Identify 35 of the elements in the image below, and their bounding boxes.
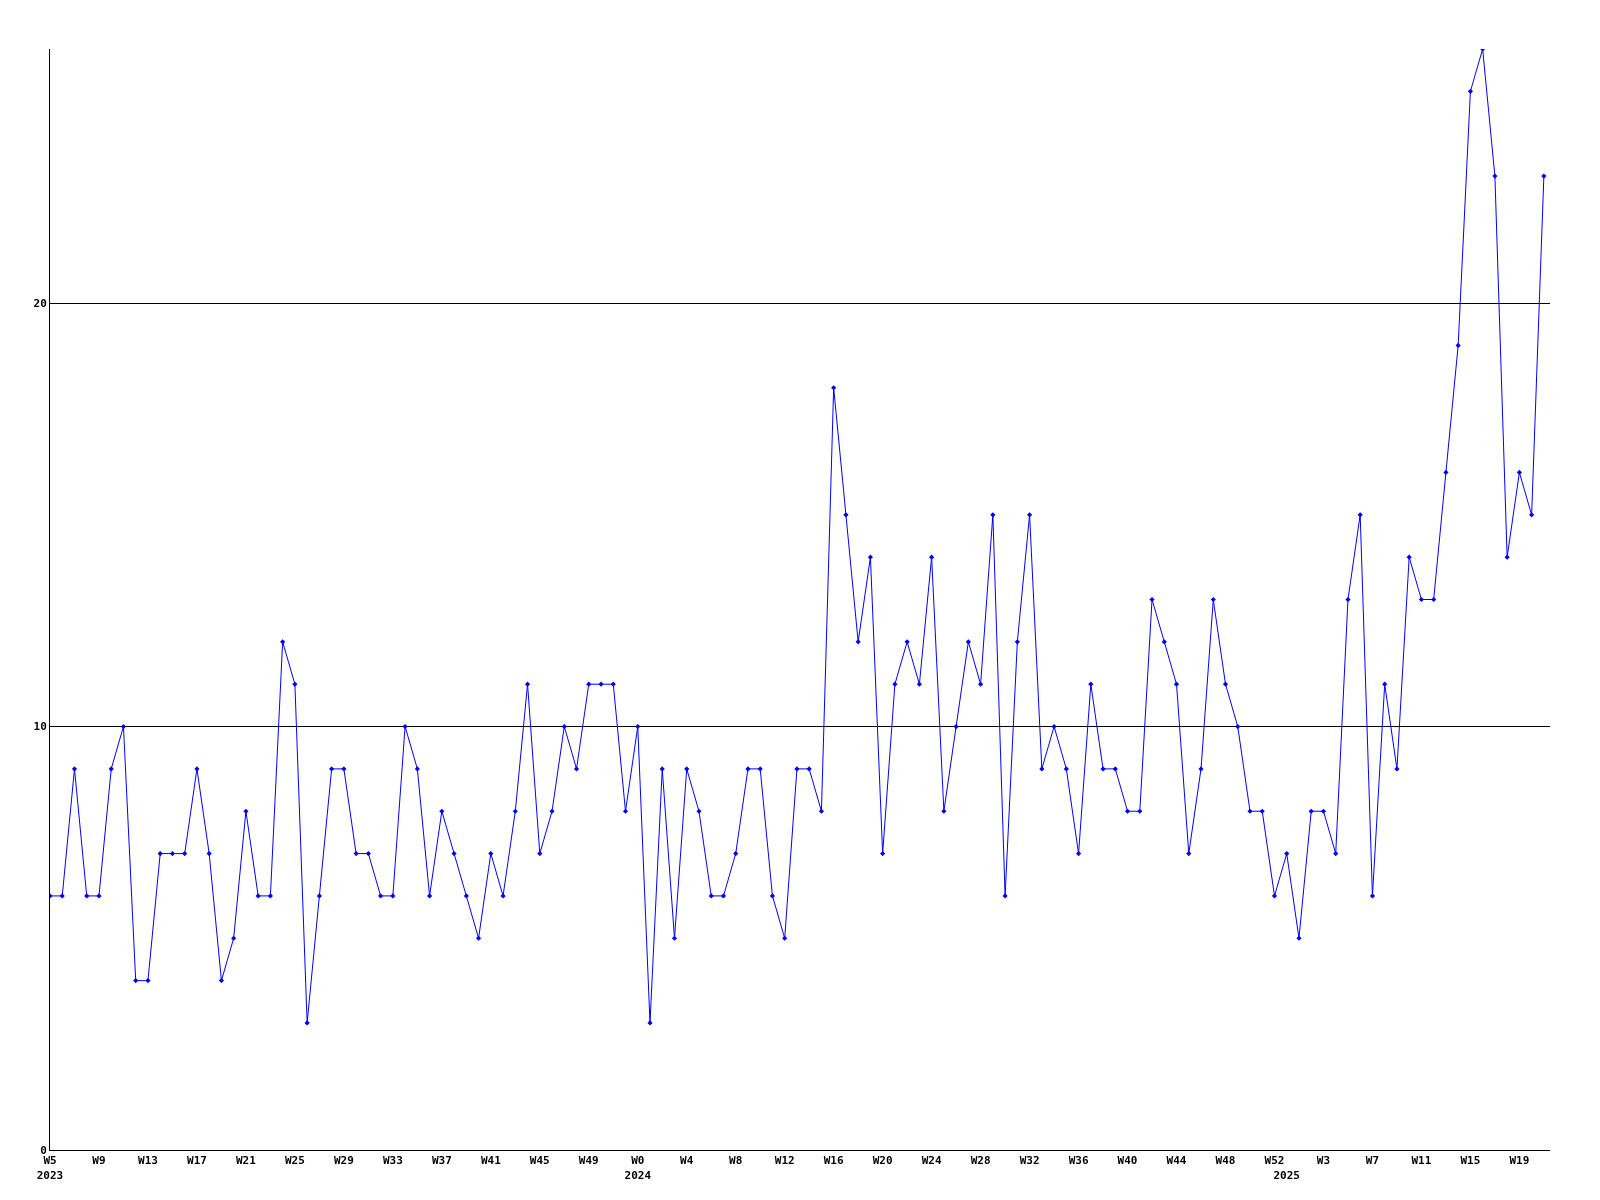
x-tick-label: W12 xyxy=(774,1154,795,1168)
x-tick-label: W13 xyxy=(138,1154,158,1168)
x-tick-label: W52 xyxy=(1264,1154,1285,1168)
x-tick-label: W3 xyxy=(1316,1154,1331,1168)
x-tick-label: W5 2023 xyxy=(36,1154,64,1182)
x-tick-label: W48 xyxy=(1215,1154,1236,1168)
x-tick-label: W33 xyxy=(382,1154,403,1168)
x-tick-label: W9 xyxy=(92,1154,106,1168)
x-tick-label: W45 xyxy=(529,1154,550,1168)
x-tick-label: W17 xyxy=(187,1154,207,1168)
y-tick-label: 0 xyxy=(40,1143,47,1157)
x-tick-label: W7 xyxy=(1365,1154,1380,1168)
x-tick-label: W36 xyxy=(1068,1154,1089,1168)
x-tick-label: W21 xyxy=(235,1154,257,1168)
x-tick-label: W32 xyxy=(1019,1154,1040,1168)
x-tick-label: W24 xyxy=(921,1154,942,1168)
x-tick-label: W20 xyxy=(872,1154,893,1168)
x-tick-label: W37 xyxy=(431,1154,452,1168)
x-tick-label: W4 xyxy=(680,1154,694,1168)
x-tick-label: W41 xyxy=(480,1154,502,1168)
x-tick-label: W11 xyxy=(1411,1154,1432,1168)
x-tick-label: W44 xyxy=(1166,1154,1187,1168)
x-tick-label: W19 xyxy=(1509,1154,1530,1168)
x-tick-label: W49 xyxy=(578,1154,599,1168)
x-tick-label: W25 xyxy=(284,1154,305,1168)
y-tick-label: 20 xyxy=(33,296,47,310)
x-tick-label: W8 xyxy=(729,1154,743,1168)
x-tick-label: 2025 xyxy=(1273,1168,1300,1182)
x-tick-label: W40 xyxy=(1117,1154,1138,1168)
x-tick-label: W15 xyxy=(1460,1154,1481,1168)
x-tick-label: W28 xyxy=(970,1154,991,1168)
x-tick-label: W16 xyxy=(823,1154,844,1168)
x-tick-label: W0 2024 xyxy=(624,1154,652,1182)
y-tick-label: 10 xyxy=(33,720,47,734)
x-tick-label: W29 xyxy=(333,1154,354,1168)
